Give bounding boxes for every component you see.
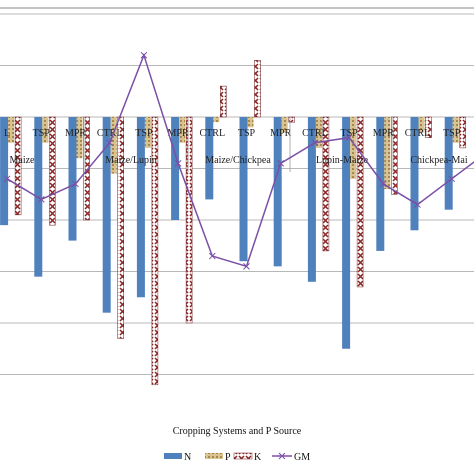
bar-p — [315, 117, 322, 148]
bar-n — [307, 117, 316, 282]
category-label: MPR — [65, 128, 86, 139]
legend-label: P — [225, 452, 231, 463]
legend-swatch — [233, 452, 253, 460]
gm-point — [414, 201, 421, 208]
group-label: Lupin-Maize — [316, 155, 369, 166]
legend-swatch — [164, 453, 182, 459]
gm-point — [243, 262, 250, 270]
legend-item: K — [233, 452, 262, 463]
category-labels: L TSP MPR CTRL TSP MPR CTRL TSP MPR CTRL TSP MPR CTR… — [4, 117, 468, 172]
bar-p — [76, 117, 83, 159]
group-label: Maize/Lupin — [105, 155, 157, 166]
bar-p — [350, 117, 357, 179]
bar-k — [459, 116, 466, 149]
bar-k — [117, 116, 124, 339]
gm-point — [174, 159, 182, 167]
legend-label: N — [184, 452, 191, 463]
bar-k — [356, 116, 364, 288]
bar-n — [102, 117, 111, 313]
bar-k — [288, 116, 295, 123]
group-label: Chickpea-Mai — [410, 155, 467, 166]
gm-point — [37, 196, 45, 203]
legend-marker — [278, 452, 286, 460]
bar-p — [384, 117, 391, 190]
legend-label: GM — [294, 452, 310, 463]
category-label: TSP — [238, 128, 256, 139]
category-label: MPR — [270, 128, 291, 139]
legend-swatch — [205, 453, 223, 459]
gm-point — [379, 180, 387, 188]
bar-p — [281, 117, 288, 133]
bar-k — [151, 116, 159, 386]
bar-p — [452, 117, 459, 143]
bar-n — [239, 117, 248, 262]
bar-n — [0, 117, 9, 226]
gm-point — [3, 175, 11, 183]
gm-point — [448, 175, 456, 183]
category-label: MPR — [373, 128, 394, 139]
bar-p — [179, 117, 186, 143]
bar-n — [444, 117, 453, 210]
group-label: Maize — [10, 155, 36, 166]
bar-p — [8, 117, 15, 143]
bar-n — [342, 117, 351, 349]
category-label: TSP — [340, 128, 358, 139]
bar-n — [273, 117, 282, 267]
bar-k — [185, 116, 193, 324]
gm-point — [277, 159, 285, 167]
bar-n — [376, 117, 385, 251]
bar-k — [254, 60, 261, 118]
gm-line — [3, 51, 474, 270]
gm-point — [140, 51, 148, 59]
legend: N P K GM — [164, 452, 310, 463]
bar-k — [14, 116, 22, 216]
bar-p — [213, 117, 220, 123]
bar-k — [425, 116, 432, 138]
gm-point — [345, 134, 353, 141]
legend-item: P — [205, 452, 231, 463]
category-label: TSP — [33, 128, 51, 139]
bar-p — [110, 117, 117, 174]
bar-p — [247, 117, 254, 128]
category-label: TSP — [443, 128, 461, 139]
legend-label: K — [254, 452, 262, 463]
category-label: CTRL — [302, 128, 328, 139]
bar-k — [391, 116, 398, 195]
category-label: CTRL — [405, 128, 431, 139]
bar-k — [220, 85, 227, 118]
category-label: TSP — [135, 128, 153, 139]
group-label: Maize/Chickpea — [205, 155, 271, 166]
gm-point — [208, 252, 216, 260]
bar-k — [322, 116, 330, 252]
legend-item: GM — [272, 452, 310, 463]
bar-n — [410, 117, 419, 231]
gm-point — [72, 180, 79, 188]
bar-p — [144, 117, 151, 148]
bar-p — [418, 117, 425, 133]
category-label: CTRL — [200, 128, 226, 139]
category-label: CTRL — [97, 128, 123, 139]
gm-point — [311, 139, 319, 147]
bar-n — [136, 117, 145, 298]
category-label: L — [4, 128, 10, 139]
legend-item: N — [164, 452, 191, 463]
bar-k — [49, 116, 56, 226]
category-label: MPR — [168, 128, 189, 139]
bar-n — [171, 117, 180, 220]
bar-n — [68, 117, 77, 241]
bar-p — [42, 117, 49, 143]
bar-k — [83, 116, 90, 221]
gm-point — [106, 139, 114, 147]
bar-n — [205, 117, 214, 200]
x-axis-title: Cropping Systems and P Source — [173, 426, 302, 437]
